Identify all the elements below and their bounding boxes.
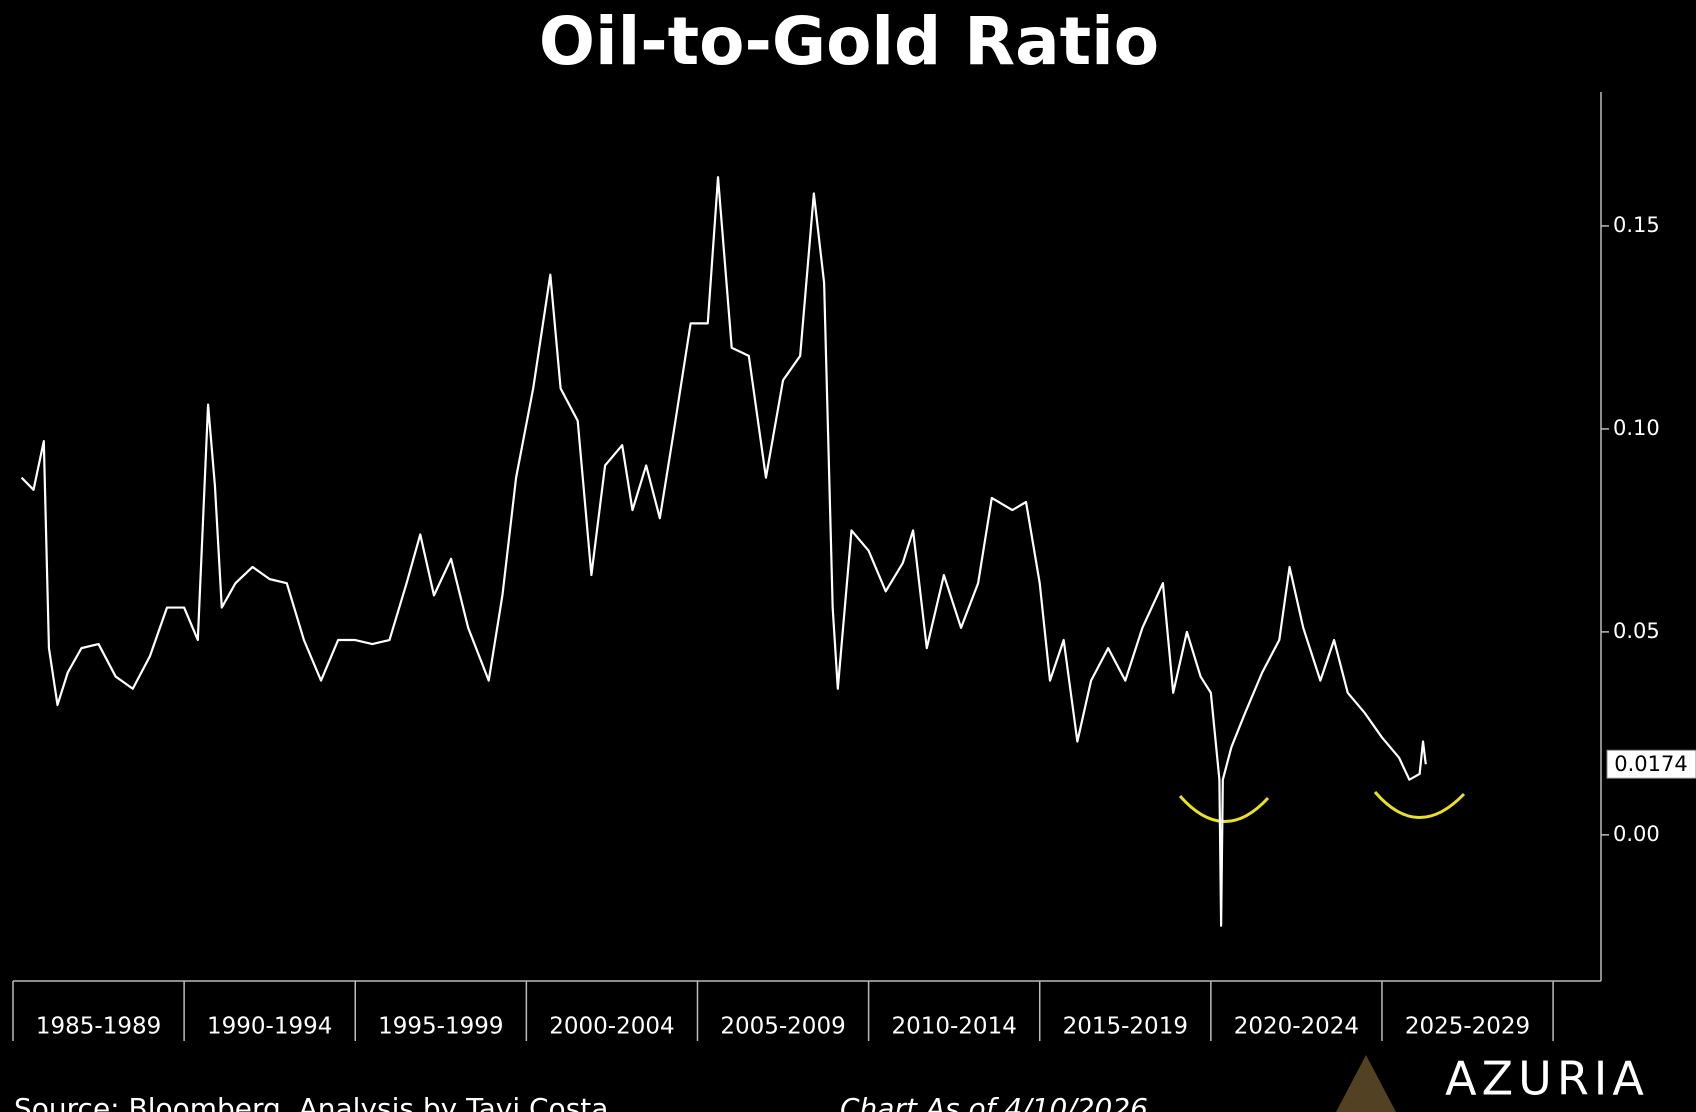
- x-period-label: 2015-2019: [1063, 1014, 1188, 1040]
- x-period-label: 2020-2024: [1234, 1014, 1359, 1040]
- x-period-label: 2000-2004: [549, 1014, 674, 1040]
- last-value-label: 0.0174: [1614, 752, 1687, 776]
- x-period-label: 2010-2014: [891, 1014, 1016, 1040]
- highlight-arc: [1373, 791, 1466, 819]
- y-tick-label: 0.05: [1613, 619, 1660, 643]
- data-line: [20, 176, 1427, 927]
- brand-name: AZURIA: [1445, 1052, 1649, 1106]
- y-tick-label: 0.10: [1613, 416, 1660, 440]
- source-note: Source: Bloomberg, Analysis by Tavi Cost…: [14, 1092, 608, 1112]
- y-tick-label: 0.00: [1613, 822, 1660, 846]
- x-period-label: 2025-2029: [1405, 1014, 1530, 1040]
- brand-logo-mark: [1336, 1055, 1396, 1112]
- last-value-box: [1606, 749, 1696, 779]
- highlight-arc: [1178, 795, 1270, 823]
- x-period-label: 2005-2009: [720, 1014, 845, 1040]
- chart-title: Oil-to-Gold Ratio: [539, 3, 1159, 80]
- x-period-label: 1990-1994: [207, 1014, 332, 1040]
- x-period-label: 1995-1999: [378, 1014, 503, 1040]
- chart-date-note: Chart As of 4/10/2026: [840, 1092, 1148, 1112]
- y-tick-label: 0.15: [1613, 213, 1660, 237]
- x-period-label: 1985-1989: [36, 1014, 161, 1040]
